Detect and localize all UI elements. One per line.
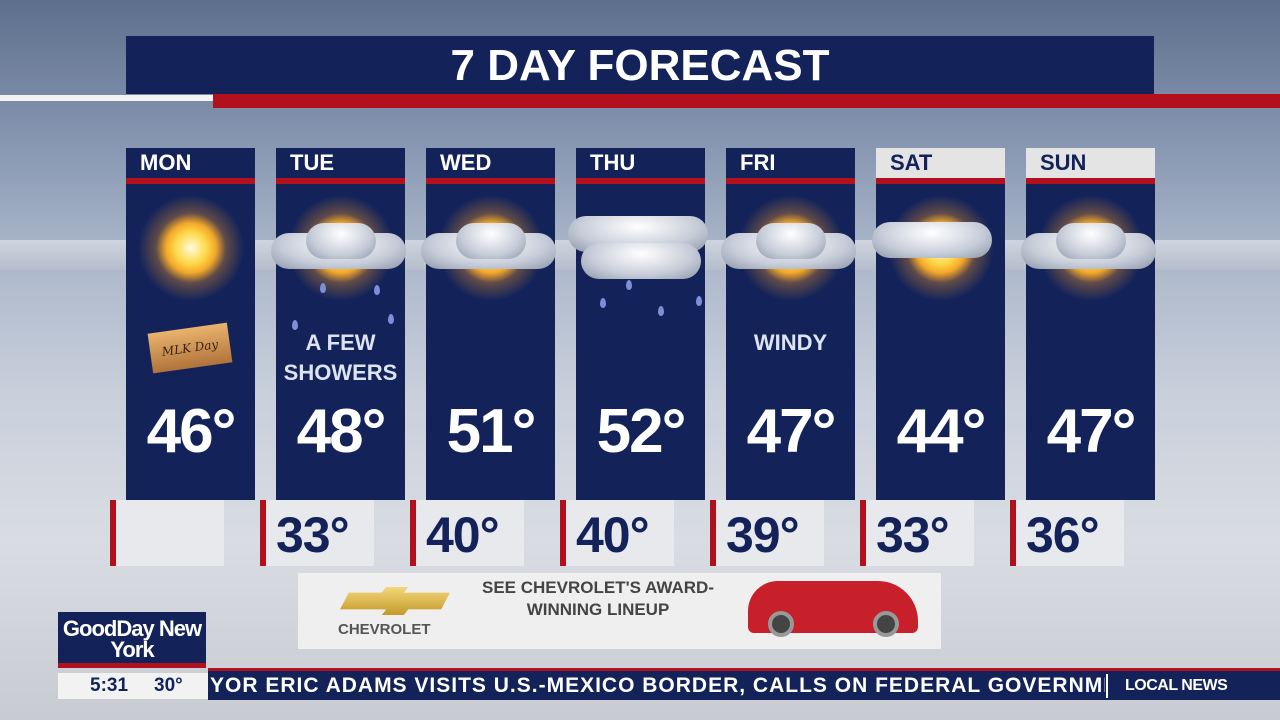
cloud-icon (456, 223, 526, 259)
forecast-column-tue: TUE A FEW SHOWERS 48° (271, 148, 406, 500)
high-temp: 51° (446, 397, 537, 466)
raindrop-icon (374, 285, 380, 295)
forecast-note: A FEW SHOWERS (283, 330, 398, 385)
raindrop-icon (658, 306, 664, 316)
raindrop-icon (600, 298, 606, 308)
ticker-separator (1106, 674, 1108, 698)
raindrop-icon (320, 283, 326, 293)
low-temp: 33° (260, 500, 374, 566)
low-temp: 33° (860, 500, 974, 566)
day-label: TUE (276, 148, 405, 184)
wheel-icon (873, 611, 899, 637)
divider (0, 95, 213, 101)
day-label: FRI (726, 148, 855, 184)
news-ticker: YOR ERIC ADAMS VISITS U.S.-MEXICO BORDER… (208, 668, 1280, 700)
cloud-icon (1056, 223, 1126, 259)
low-temp: 40° (560, 500, 674, 566)
raindrop-icon (292, 320, 298, 330)
station-logo: GoodDay New York (58, 612, 206, 668)
high-temp: 52° (596, 397, 687, 466)
mlk-day-banner: MLK Day (147, 322, 233, 374)
high-temp: 46° (146, 397, 237, 466)
time-temp: 5:31 30° (58, 673, 208, 699)
forecast-column-thu: THU 52° (568, 148, 708, 500)
day-label: WED (426, 148, 555, 184)
ticker-text: YOR ERIC ADAMS VISITS U.S.-MEXICO BORDER… (210, 674, 1105, 697)
forecast-column-wed: WED 51° (421, 148, 556, 500)
sun-icon (136, 193, 246, 303)
raindrop-icon (696, 296, 702, 306)
forecast-column-sun: SUN 47° (1021, 148, 1156, 500)
current-temp: 30° (154, 675, 183, 696)
cloud-icon (306, 223, 376, 259)
day-label: SUN (1026, 148, 1155, 184)
cloud-icon (872, 222, 992, 258)
raindrop-icon (626, 280, 632, 290)
chevrolet-ad[interactable]: CHEVROLET SEE CHEVROLET'S AWARD-WINNING … (298, 573, 941, 649)
forecast-column-fri: FRI WINDY 47° (721, 148, 856, 500)
ad-brand: CHEVROLET (338, 621, 431, 638)
day-label: SAT (876, 148, 1005, 184)
wheel-icon (768, 611, 794, 637)
high-temp: 44° (896, 397, 987, 466)
low-temp: 40° (410, 500, 524, 566)
current-time: 5:31 (90, 675, 129, 696)
forecast-column-sat: SAT 44° (872, 148, 1005, 500)
cloud-icon (756, 223, 826, 259)
chevrolet-logo-icon (340, 587, 450, 615)
day-label: THU (576, 148, 705, 184)
title-red-bar (213, 94, 1280, 108)
page-title: 7 DAY FORECAST (126, 36, 1154, 94)
high-temp: 47° (1046, 397, 1137, 466)
low-temp: 39° (710, 500, 824, 566)
ad-text: SEE CHEVROLET'S AWARD-WINNING LINEUP (482, 578, 714, 619)
low-temp: 36° (1010, 500, 1124, 566)
forecast-note: WINDY (753, 330, 828, 355)
forecast-column-mon: MON MLK Day 46° (126, 148, 255, 500)
high-temp: 48° (296, 397, 387, 466)
low-temp (110, 500, 224, 566)
cloud-icon (581, 243, 701, 279)
high-temp: 47° (746, 397, 837, 466)
day-label: MON (126, 148, 255, 184)
raindrop-icon (388, 314, 394, 324)
ticker-label: LOCAL NEWS (1125, 677, 1228, 694)
